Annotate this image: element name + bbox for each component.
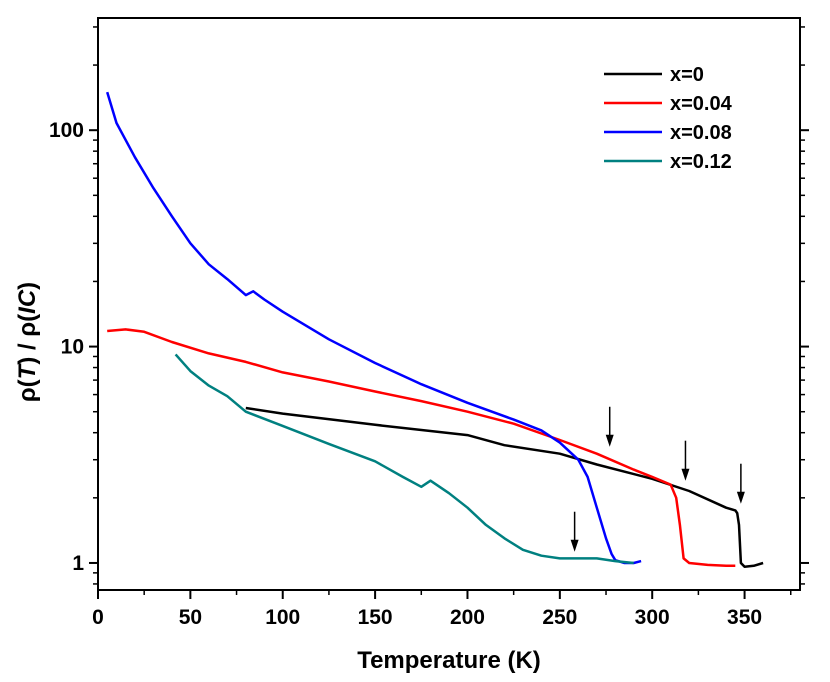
legend-label-0: x=0 <box>670 64 704 86</box>
arrow-head <box>605 434 614 447</box>
plot-lines <box>106 91 764 569</box>
legend-label-2: x=0.08 <box>670 122 732 144</box>
legend-label-1: x=0.04 <box>670 93 733 115</box>
series-line-2 <box>106 91 642 565</box>
arrow-head <box>570 539 579 552</box>
legend-label-3: x=0.12 <box>670 151 732 173</box>
x-tick-label: 100 <box>265 606 300 629</box>
plot-frame <box>97 17 801 591</box>
arrow-head <box>736 491 745 504</box>
x-tick-label: 0 <box>92 606 104 629</box>
arrow-head <box>681 468 690 481</box>
y-axis: 1 10 100 <box>49 26 809 585</box>
y-axis-title: ρ(T) / ρ(IC) <box>14 282 41 402</box>
x-axis: 0 50 100 150 200 250 300 350 <box>92 590 792 629</box>
y-tick-label: 100 <box>49 119 84 142</box>
x-tick-label: 250 <box>542 606 577 629</box>
x-axis-title: Temperature (K) <box>357 647 541 674</box>
annotation-arrows <box>570 406 745 552</box>
x-tick-label: 200 <box>450 606 485 629</box>
x-tick-label: 150 <box>358 606 393 629</box>
y-axis-title-suffix: ) <box>14 282 41 290</box>
series-line-1 <box>107 328 736 568</box>
x-tick-label: 300 <box>635 606 670 629</box>
x-tick-label: 350 <box>727 606 762 629</box>
legend: x=0 x=0.04 x=0.08 x=0.12 <box>604 64 733 173</box>
y-axis-title-t: T <box>14 362 41 379</box>
series-line-3 <box>174 353 634 565</box>
y-axis-title-middle: ) / ρ( <box>14 314 41 365</box>
y-tick-label: 10 <box>61 336 84 359</box>
y-axis-title-prefix: ρ( <box>14 379 41 402</box>
y-axis-title-ic: IC <box>14 289 41 314</box>
series-line-0 <box>245 406 764 569</box>
x-tick-label: 50 <box>179 606 202 629</box>
y-tick-label: 1 <box>72 552 84 575</box>
